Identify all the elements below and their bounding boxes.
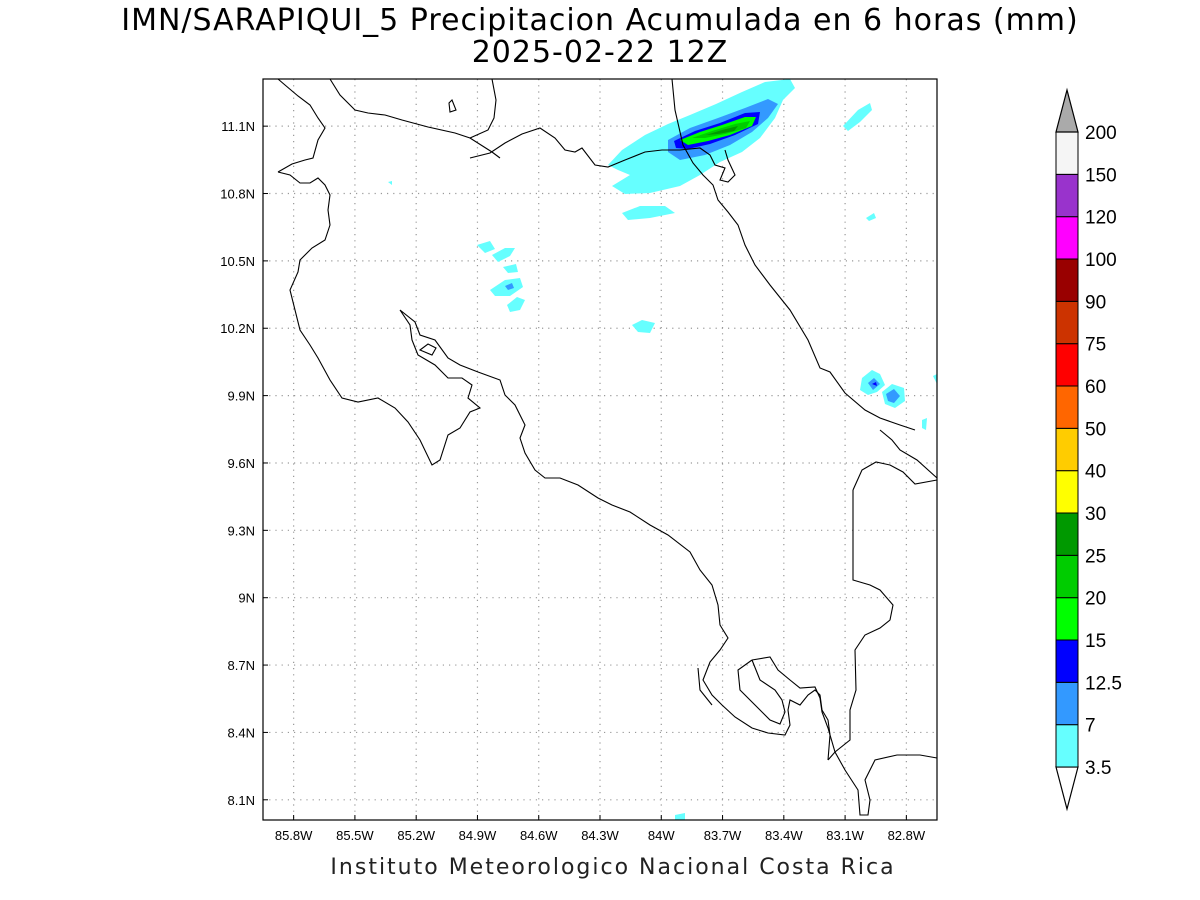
map-title: IMN/SARAPIQUI_5 Precipitacion Acumulada …: [121, 3, 1079, 38]
precip-blob-east-north: [843, 103, 872, 131]
precip-blob-nw: [388, 181, 392, 185]
colorbar-label: 75: [1085, 335, 1106, 356]
precip-blob-central-7: [632, 320, 655, 333]
precip-area-25mm: [706, 126, 738, 135]
map-frame: [263, 79, 937, 820]
colorbar-label: 50: [1085, 419, 1106, 440]
colorbar-segment: [1055, 512, 1079, 556]
x-tick-label: 84.3W: [581, 828, 619, 843]
x-tick-label: 85.5W: [336, 828, 374, 843]
y-tick-label: 9.6N: [228, 456, 255, 471]
x-axis-tick-labels: 85.8W 85.5W 85.2W 84.9W 84.6W 84.3W 84W 83.7W 83…: [275, 828, 926, 843]
peninsula-osa: [751, 656, 938, 816]
y-tick-label: 9.3N: [228, 523, 255, 538]
pacific-coast-main: [277, 171, 831, 761]
colorbar-label: 200: [1085, 123, 1117, 144]
precip-blob-caribbean-6: [922, 418, 927, 430]
colorbar-upper-arrow: [1055, 87, 1079, 133]
colorbar-label: 90: [1085, 292, 1106, 313]
map-border: [262, 78, 938, 821]
x-tick-label: 83.4W: [765, 828, 803, 843]
y-tick-label: 10.5N: [220, 254, 255, 269]
colorbar-segment: [1055, 131, 1079, 175]
panama-west-coast: [827, 490, 894, 761]
lake-island: [448, 99, 457, 113]
colorbar-label: 25: [1085, 546, 1106, 567]
colorbar-segment: [1055, 597, 1079, 641]
y-axis-tick-labels: 11.1N 10.8N 10.5N 10.2N 9.9N 9.6N 9.3N 9N 8.7N 8.…: [220, 119, 255, 808]
y-tick-label: 8.7N: [228, 658, 255, 673]
colorbar-segment: [1055, 385, 1079, 429]
precip-area-20mm: [692, 121, 750, 138]
colorbar-segment: [1055, 681, 1079, 726]
y-tick-label: 10.2N: [220, 321, 255, 336]
colorbar-label: 7: [1085, 716, 1096, 737]
x-tick-label: 82.8W: [888, 828, 926, 843]
map-subtitle-datetime: 2025-02-22 12Z: [471, 35, 729, 70]
x-tick-label: 84W: [648, 828, 675, 843]
colorbar-label: 3.5: [1085, 758, 1111, 779]
colorbar-label: 40: [1085, 462, 1106, 483]
colorbar-segment: [1055, 724, 1079, 768]
y-tick-label: 9N: [238, 591, 255, 606]
colorbar-segment: [1055, 470, 1079, 514]
precip-blob-central-5: [505, 283, 514, 290]
colorbar-label: 60: [1085, 377, 1106, 398]
map-plot-area: [262, 78, 938, 821]
x-tick-label: 83.7W: [704, 828, 742, 843]
colorbar-segment: [1055, 554, 1079, 599]
colorbar-segment: [1055, 639, 1079, 683]
golfo-dulce-shore: [737, 659, 786, 725]
precipitation-shading: [388, 79, 937, 820]
south-west-coast: [697, 667, 713, 706]
footer-credit: Instituto Meteorologico Nacional Costa R…: [330, 855, 896, 880]
colorbar-label: 20: [1085, 589, 1106, 610]
nicaragua-costa-rica-border: [277, 78, 326, 173]
costa-rica-nicaragua-border: [469, 127, 736, 183]
colorbar-segment: [1055, 427, 1079, 472]
caribbean-coast-north: [671, 78, 916, 431]
x-tick-label: 84.6W: [520, 828, 558, 843]
coastline-borders: [277, 78, 938, 816]
colorbar-segment: [1055, 173, 1079, 218]
x-tick-label: 84.9W: [459, 828, 497, 843]
colorbar-label: 120: [1085, 208, 1117, 229]
precip-blob-east-small: [866, 213, 876, 221]
precip-blob-caribbean-7: [933, 374, 937, 384]
graticule: [263, 79, 937, 820]
precip-blob-central-6: [507, 297, 525, 312]
colorbar-label: 150: [1085, 165, 1117, 186]
colorbar: 3.5 7 12.5 15 20 25 30 40 50 60 75 90 100 120 150 200: [1055, 87, 1122, 812]
nicoya-island: [418, 343, 437, 356]
precip-blob-caribbean-3: [872, 382, 877, 386]
colorbar-label: 15: [1085, 631, 1106, 652]
x-tick-label: 85.8W: [275, 828, 313, 843]
panama-border: [879, 429, 938, 479]
colorbar-label: 30: [1085, 504, 1106, 525]
colorbar-segment: [1055, 300, 1079, 345]
lake-nicaragua-east-shore: [469, 78, 497, 139]
colorbar-label: 100: [1085, 250, 1117, 271]
precip-blob-central-3: [503, 264, 518, 273]
precip-blob-central-1: [477, 241, 495, 253]
caribbean-coast-panama: [852, 461, 938, 491]
colorbar-segment: [1055, 343, 1079, 387]
lake-nicaragua-shore: [329, 78, 501, 159]
colorbar-segment: [1055, 216, 1079, 260]
y-tick-label: 9.9N: [228, 389, 255, 404]
x-tick-label: 83.1W: [826, 828, 864, 843]
y-tick-label: 11.1N: [221, 119, 255, 134]
y-tick-label: 10.8N: [220, 187, 255, 202]
precip-blob-central-2: [492, 248, 515, 262]
precip-blob-caribbean-5: [886, 389, 900, 403]
x-tick-label: 85.2W: [397, 828, 435, 843]
precip-blob-south-edge: [675, 813, 685, 820]
colorbar-segment: [1055, 258, 1079, 302]
y-tick-label: 8.1N: [228, 793, 255, 808]
y-tick-label: 8.4N: [228, 725, 255, 740]
colorbar-label: 12.5: [1085, 673, 1122, 694]
precip-band-south: [622, 206, 675, 220]
colorbar-lower-arrow: [1055, 766, 1079, 812]
